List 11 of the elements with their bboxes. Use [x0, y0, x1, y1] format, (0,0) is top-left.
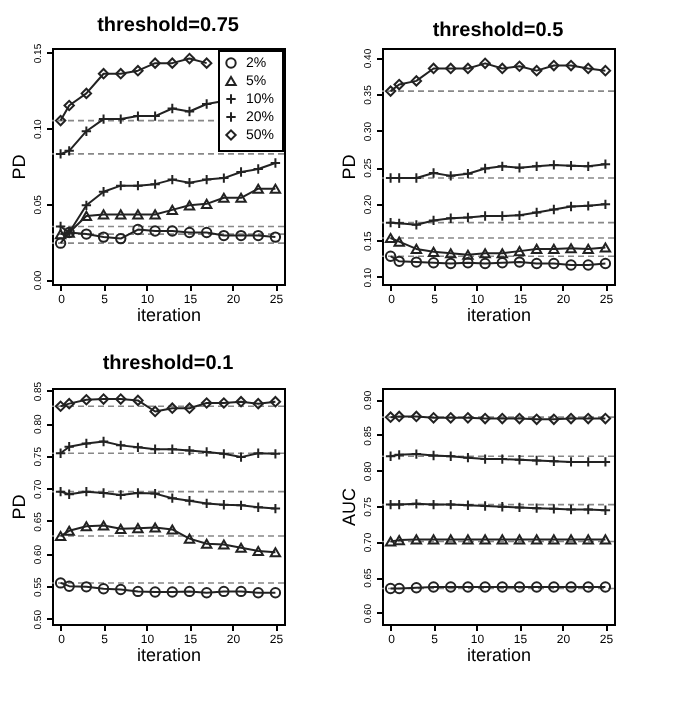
y-axis-title: AUC [339, 487, 359, 527]
x-axis-title: iteration [466, 645, 532, 665]
y-axis-title: PD [339, 153, 359, 180]
chart-title: threshold=0.75 [97, 14, 240, 37]
x-axis-title: iteration [136, 305, 202, 325]
chart-title: threshold=0.1 [102, 352, 235, 375]
chart-title: threshold=0.5 [432, 19, 565, 42]
x-axis-title: iteration [466, 305, 532, 325]
y-axis-title: PD [9, 153, 29, 180]
y-axis-title: PD [9, 493, 29, 520]
x-axis-title: iteration [136, 645, 202, 665]
